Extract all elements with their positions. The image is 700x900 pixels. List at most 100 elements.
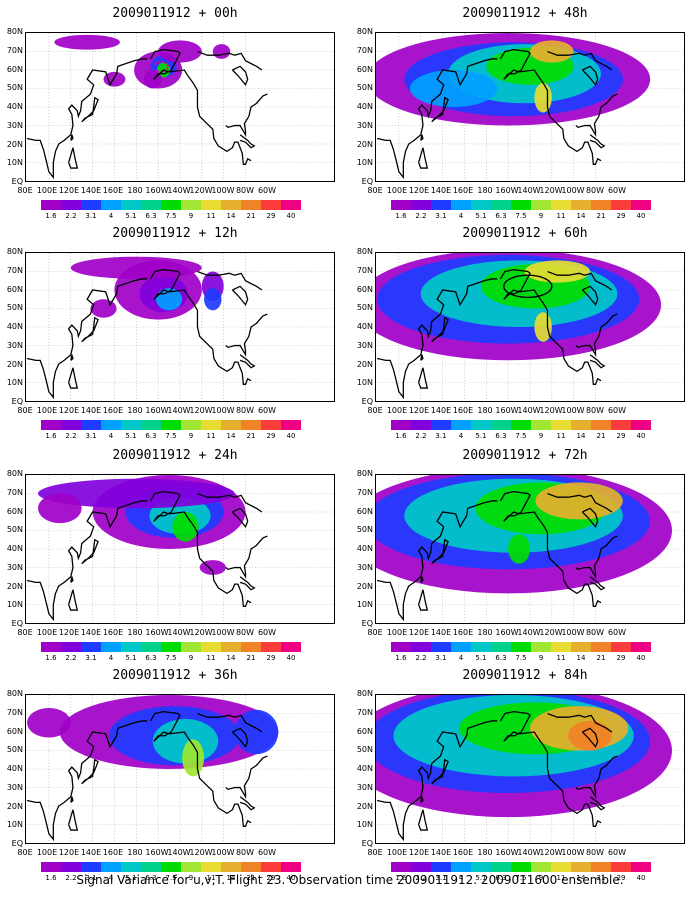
colorbar-label: 1.6 — [395, 432, 407, 440]
colorbar-label: 21 — [596, 212, 606, 220]
latitude-label: 30N — [6, 562, 23, 572]
colorbar-label: 14 — [576, 874, 586, 882]
colorbar-swatch — [81, 642, 101, 652]
latitude-label: 10N — [6, 378, 23, 388]
longitude-label: 80E — [367, 848, 383, 857]
map-area — [25, 694, 335, 844]
longitude-label: 140W — [167, 406, 191, 415]
variance-contour — [508, 534, 530, 564]
colorbar-swatch — [611, 642, 631, 652]
longitude-label: 80E — [367, 186, 383, 195]
colorbar-swatch — [221, 200, 241, 210]
colorbar-label: 3.1 — [435, 654, 447, 662]
latitude-label: 20N — [6, 139, 23, 149]
colorbar-label: 5.1 — [475, 212, 487, 220]
colorbar-swatch — [261, 862, 281, 872]
colorbar-swatch — [221, 420, 241, 430]
colorbar-label: 4 — [108, 212, 114, 220]
colorbar-label: 21 — [596, 654, 606, 662]
colorbar-swatch — [201, 862, 221, 872]
latitude-label: 50N — [356, 745, 373, 755]
colorbar-swatch — [391, 200, 411, 210]
colorbar-swatch — [631, 420, 651, 430]
longitude-label: 160W — [495, 186, 519, 195]
colorbar-label: 7.5 — [165, 432, 177, 440]
longitude-label: 160E — [452, 186, 474, 195]
colorbar-label: 40 — [286, 874, 296, 882]
longitude-label: 60W — [257, 186, 277, 195]
colorbar-swatch — [431, 862, 451, 872]
colorbar-swatch — [491, 642, 511, 652]
colorbar-label: 4 — [108, 874, 114, 882]
latitude-label: 40N — [356, 102, 373, 111]
colorbar-label: 29 — [616, 432, 626, 440]
panel-title: 2009011912 + 36h — [112, 668, 238, 683]
longitude-label: 60W — [257, 628, 277, 637]
colorbar-swatch — [451, 420, 471, 430]
colorbar-label: 9 — [188, 432, 194, 440]
longitude-label: 160W — [145, 406, 169, 415]
colorbar-label: 6.3 — [495, 432, 507, 440]
colorbar-label: 9 — [188, 212, 194, 220]
map-area — [375, 694, 685, 844]
latitude-label: 60N — [6, 726, 23, 736]
latitude-label: 80N — [6, 27, 23, 36]
colorbar-swatch — [531, 642, 551, 652]
colorbar-label: 4 — [108, 654, 114, 662]
colorbar-label: 3.1 — [85, 432, 97, 440]
colorbar-swatch — [451, 862, 471, 872]
panel-title: 2009011912 + 00h — [112, 6, 238, 21]
longitude-label: 160E — [102, 186, 124, 195]
colorbar-label: 6.3 — [145, 654, 157, 662]
colorbar-swatch — [611, 200, 631, 210]
longitude-label: 80E — [367, 628, 383, 637]
colorbar-label: 1.6 — [45, 212, 57, 220]
colorbar-swatch — [41, 420, 61, 430]
colorbar-label: 5.1 — [125, 212, 137, 220]
colorbar-label: 21 — [596, 874, 606, 882]
colorbar-label: 14 — [226, 654, 236, 662]
colorbar-label: 7.5 — [165, 212, 177, 220]
latitude-label: 10N — [356, 820, 373, 830]
latitude-label: 80N — [6, 689, 23, 698]
latitude-label: 80N — [6, 469, 23, 478]
latitude-label: EQ — [361, 397, 373, 406]
variance-field — [376, 695, 683, 843]
longitude-label: 160W — [495, 406, 519, 415]
variance-field — [376, 475, 683, 623]
colorbar-label: 7.5 — [515, 212, 527, 220]
variance-contour — [534, 82, 552, 113]
longitude-label: 80W — [235, 186, 255, 195]
longitude-label: 100E — [36, 406, 58, 415]
colorbar-swatch — [491, 420, 511, 430]
colorbar-swatch — [471, 200, 491, 210]
colorbar-label: 5.1 — [475, 874, 487, 882]
colorbar-label: 2.2 — [415, 874, 427, 882]
colorbar-label: 1.6 — [45, 874, 57, 882]
colorbar-label: 9 — [538, 212, 544, 220]
variance-contour — [158, 40, 202, 63]
latitude-label: 60N — [6, 284, 23, 294]
longitude-label: 140W — [517, 406, 541, 415]
longitude-label: 160E — [452, 406, 474, 415]
longitude-label: 80W — [585, 628, 605, 637]
longitude-label: 100W — [561, 848, 585, 857]
latitude-label: 70N — [6, 265, 23, 275]
longitude-label: 60W — [607, 848, 627, 857]
colorbar-label: 14 — [226, 432, 236, 440]
colorbar-swatch — [81, 200, 101, 210]
longitude-label: 140W — [517, 628, 541, 637]
colorbar-swatch — [61, 420, 81, 430]
colorbar-swatch — [451, 642, 471, 652]
colorbar-swatch — [571, 862, 591, 872]
latitude-label: EQ — [11, 177, 23, 186]
colorbar-swatch — [121, 862, 141, 872]
longitude-label: 120W — [189, 186, 213, 195]
variance-field — [26, 475, 333, 623]
colorbar-swatch — [281, 200, 301, 210]
longitude-label: 100W — [211, 628, 235, 637]
colorbar-swatch — [161, 420, 181, 430]
latitude-label: 40N — [6, 322, 23, 331]
colorbar-swatch — [471, 420, 491, 430]
longitude-label: 120E — [58, 848, 80, 857]
